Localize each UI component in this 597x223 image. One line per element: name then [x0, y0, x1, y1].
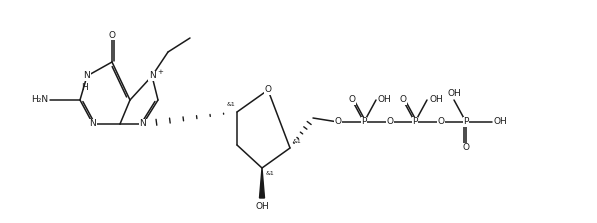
Text: O: O	[386, 118, 393, 126]
Polygon shape	[260, 168, 264, 198]
Text: N: N	[149, 72, 155, 81]
Text: OH: OH	[447, 89, 461, 98]
Text: N: N	[140, 120, 146, 128]
Text: O: O	[109, 31, 115, 39]
Text: H₂N: H₂N	[31, 95, 48, 105]
Text: P: P	[463, 118, 469, 126]
Text: P: P	[361, 118, 367, 126]
Text: H: H	[82, 83, 88, 92]
Text: O: O	[463, 143, 469, 153]
Text: OH: OH	[378, 95, 392, 103]
Text: O: O	[334, 118, 341, 126]
Text: N: N	[84, 72, 90, 81]
Text: O: O	[349, 95, 355, 105]
Text: O: O	[438, 118, 445, 126]
Text: P: P	[413, 118, 418, 126]
Text: N: N	[90, 120, 96, 128]
Text: O: O	[399, 95, 407, 105]
Text: OH: OH	[429, 95, 443, 103]
Text: OH: OH	[255, 202, 269, 211]
Text: OH: OH	[494, 118, 508, 126]
Text: O: O	[264, 85, 272, 95]
Text: &1: &1	[266, 171, 275, 176]
Text: &1: &1	[293, 139, 301, 144]
Text: +: +	[157, 69, 163, 75]
Text: &1: &1	[226, 102, 235, 107]
